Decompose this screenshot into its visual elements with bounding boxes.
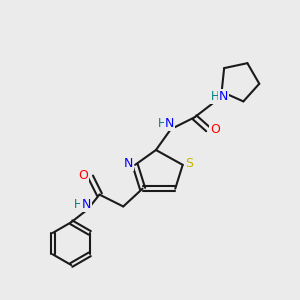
Text: S: S [185,157,193,170]
Text: H: H [211,90,220,103]
Text: H: H [158,117,167,130]
Text: H: H [74,198,83,211]
Text: N: N [219,90,228,103]
Text: N: N [81,198,91,211]
Text: O: O [78,169,88,182]
Text: N: N [165,117,174,130]
Text: N: N [124,157,133,170]
Text: O: O [211,123,220,136]
